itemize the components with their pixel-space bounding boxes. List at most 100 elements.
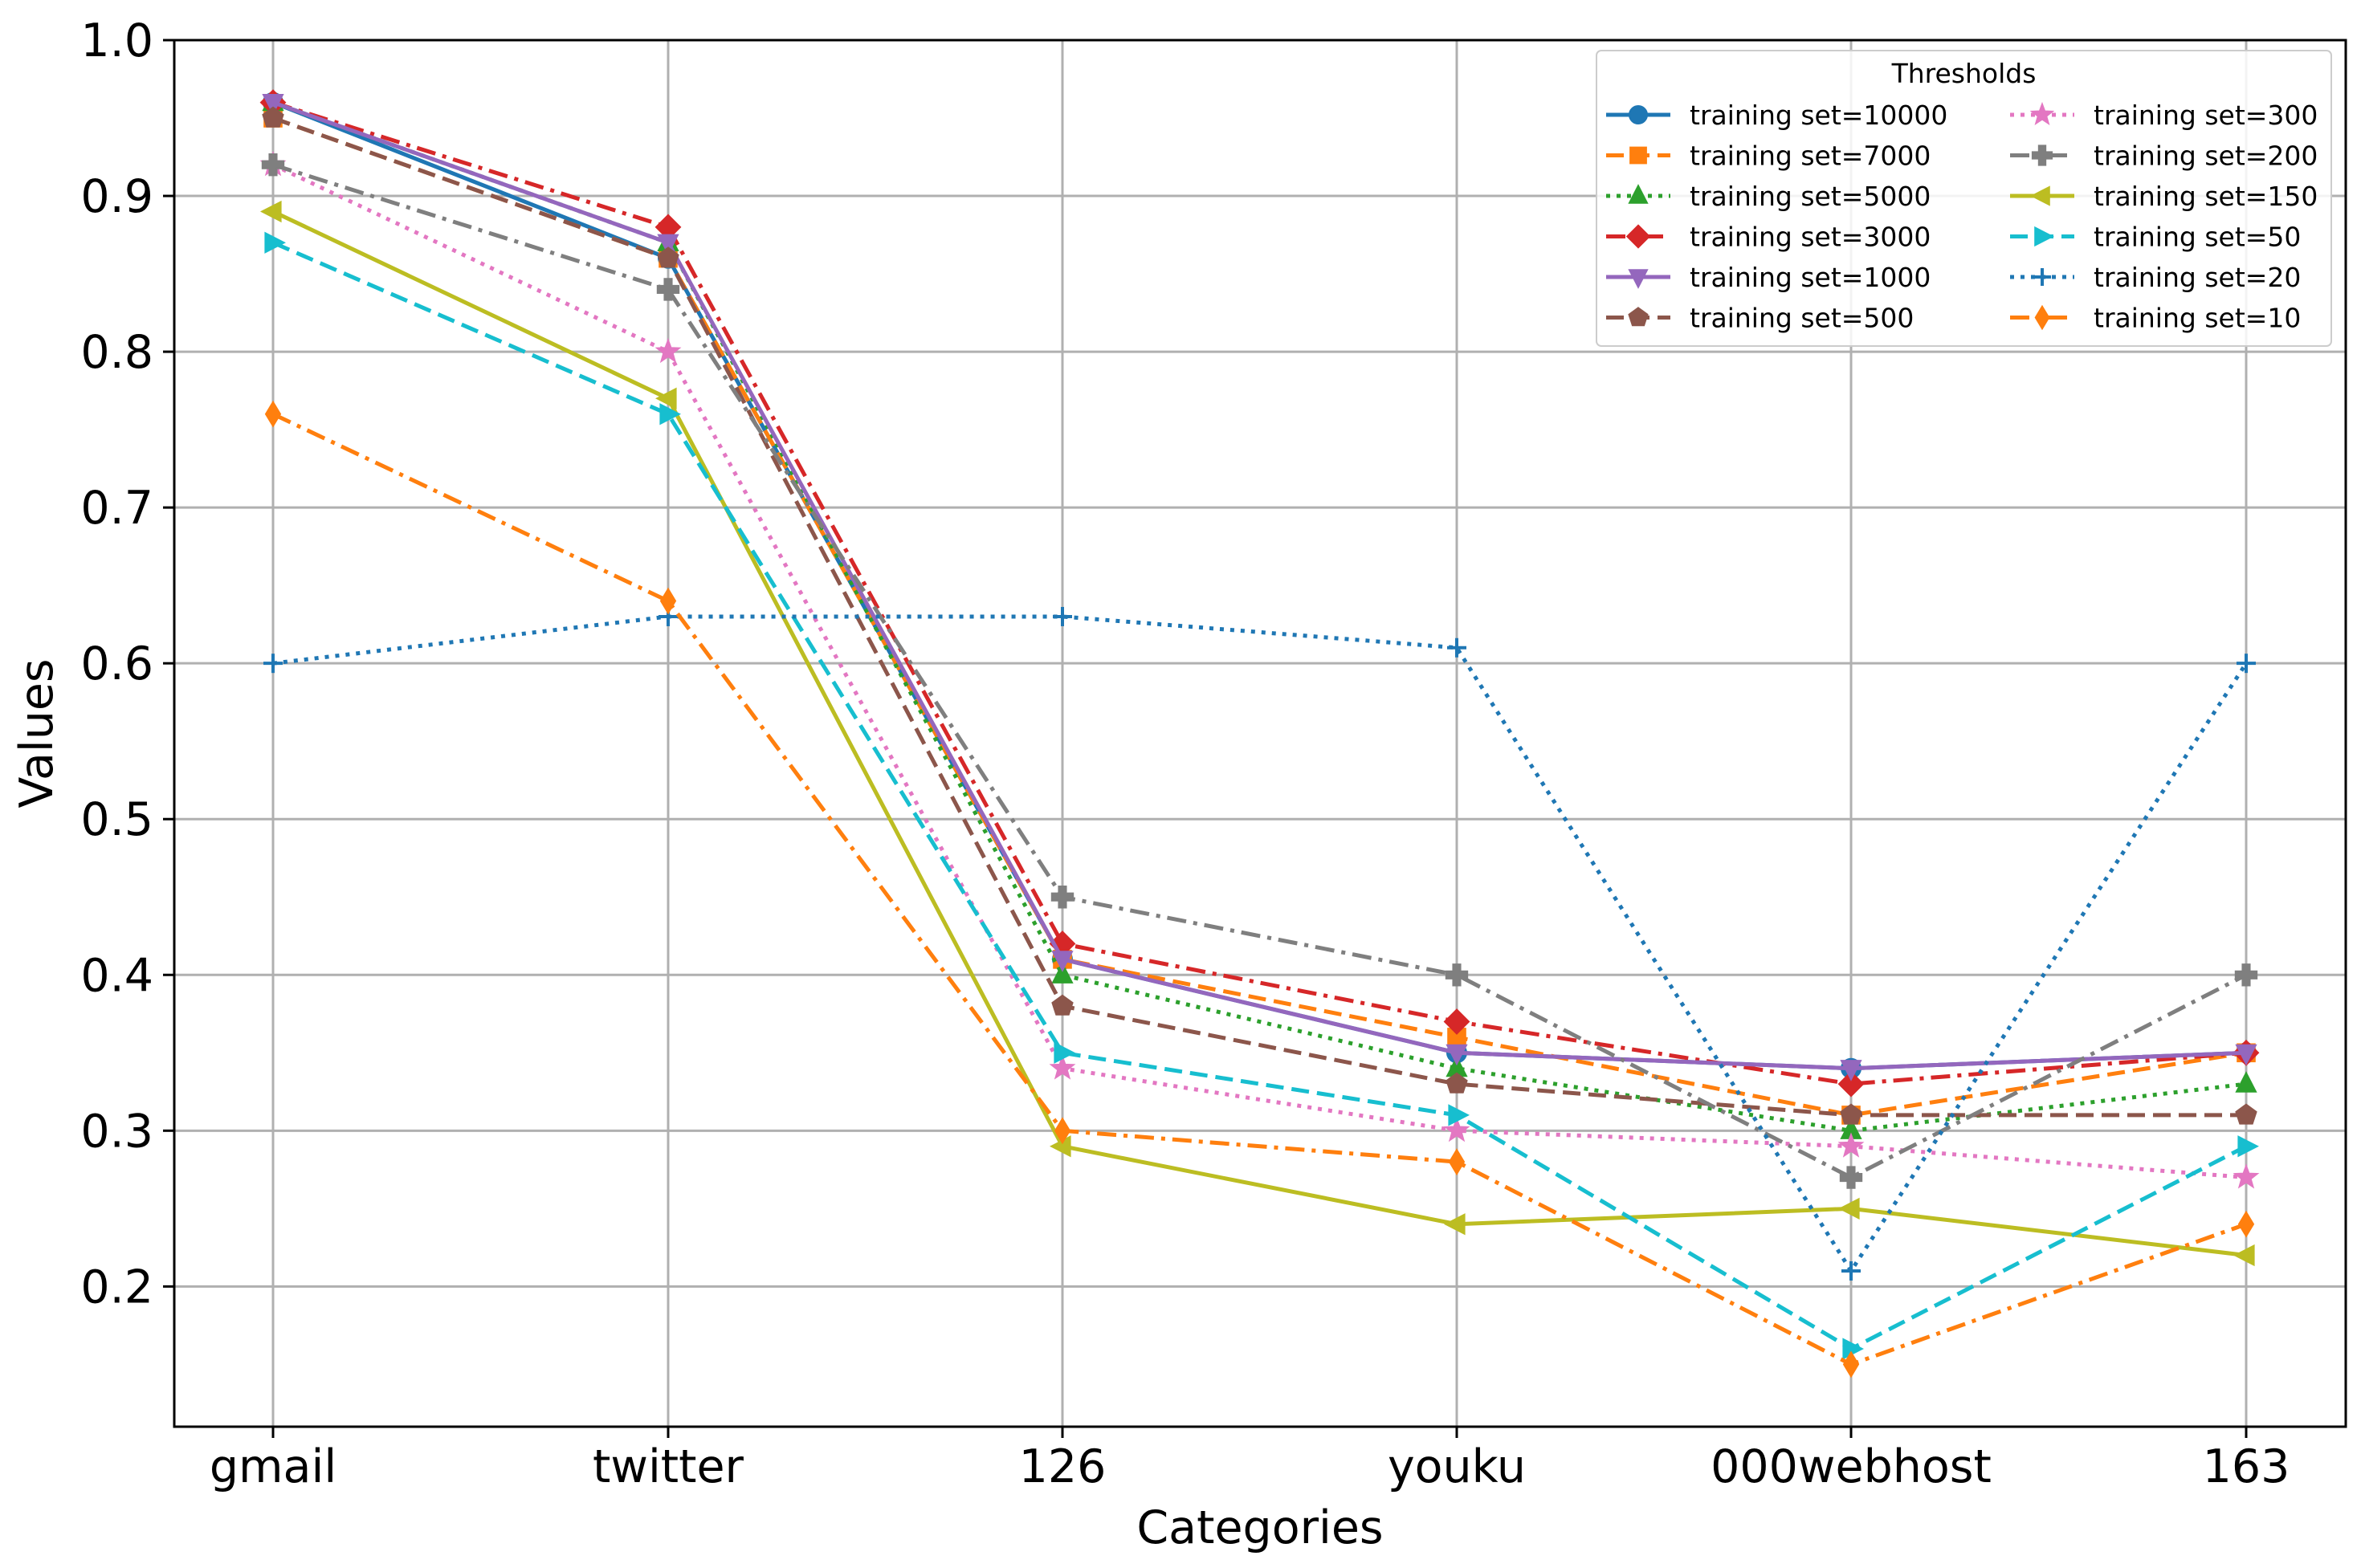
legend-label: training set=7000 (1690, 141, 1931, 172)
legend-marker (2033, 268, 2051, 286)
x-axis-title: Categories (1136, 1501, 1383, 1554)
legend-marker (2034, 304, 2050, 331)
data-point (1444, 1213, 1466, 1236)
x-tick-label: 126 (1019, 1440, 1107, 1493)
data-point (1840, 1060, 1862, 1081)
legend-item: training set=10 (2010, 303, 2301, 334)
series-training-set-200 (261, 153, 2258, 1189)
legend-label: training set=1000 (1690, 262, 1931, 293)
data-point (1443, 1008, 1470, 1035)
data-point (654, 337, 682, 364)
axis-ticks: 0.2 0.3 0.4 0.5 0.6 0.7 0.8 0.9 1.0 gmail twitter 1… (80, 14, 2290, 1493)
y-tick-label: 0.5 (80, 793, 153, 846)
series-line (272, 100, 2247, 1133)
x-tick-label: twitter (593, 1440, 744, 1493)
y-tick-label: 0.6 (80, 637, 153, 690)
data-point (1842, 1350, 1860, 1379)
series-training-set-50 (264, 231, 2259, 1360)
legend-label: training set=3000 (1690, 222, 1931, 253)
legend-marker (1628, 269, 1649, 289)
y-tick-label: 0.8 (80, 326, 153, 379)
series-line (271, 412, 2247, 1366)
data-point (1054, 1117, 1071, 1145)
grid (174, 39, 2346, 1427)
data-point (1051, 994, 1074, 1016)
data-point (2233, 1244, 2255, 1267)
legend-label: training set=300 (2094, 100, 2318, 131)
data-point (657, 246, 679, 268)
data-point (656, 278, 680, 301)
series-line (271, 210, 2247, 1258)
legend-marker (2030, 185, 2050, 206)
legend-label: training set=10 (2094, 303, 2301, 334)
legend-label: training set=20 (2094, 262, 2301, 293)
data-point (1838, 1197, 1860, 1220)
data-point (1050, 886, 1074, 909)
y-axis-title: Values (10, 658, 63, 808)
data-point (1446, 1072, 1468, 1094)
x-tick-label: youku (1388, 1440, 1526, 1493)
legend-label: training set=10000 (1690, 100, 1947, 131)
data-point (1443, 1117, 1470, 1142)
legend-marker (1628, 184, 1649, 204)
data-point (1054, 1041, 1075, 1064)
data-point (2233, 1163, 2260, 1189)
series-line (272, 240, 2248, 1351)
legend-title: Thresholds (1891, 58, 2037, 89)
x-tick-label: 000webhost (1711, 1440, 1992, 1493)
data-point (657, 234, 679, 256)
data-point (264, 400, 282, 428)
legend-item: training set=10000 (1606, 100, 1947, 131)
series-line (272, 100, 2247, 1086)
data-point (1448, 1104, 1470, 1126)
plot-frame (173, 39, 2347, 1428)
data-point (1445, 963, 1469, 987)
y-tick-label: 0.4 (80, 949, 153, 1002)
y-tick-label: 0.3 (80, 1105, 153, 1158)
data-point (2235, 1103, 2257, 1125)
series-training-set-150 (260, 200, 2255, 1267)
legend-item: training set=3000 (1606, 222, 1931, 253)
legend-label: training set=200 (2094, 141, 2318, 172)
legend-marker (2031, 145, 2053, 166)
legend-marker (2034, 226, 2054, 247)
data-point (1446, 1044, 1468, 1066)
data-point (262, 94, 284, 116)
data-point (655, 387, 677, 409)
y-tick-label: 1.0 (80, 14, 153, 67)
data-point (2237, 1210, 2255, 1238)
data-point (262, 106, 284, 128)
legend-item: training set=500 (1606, 303, 1914, 334)
x-tick-label: gmail (210, 1440, 336, 1493)
y-tick-label: 0.7 (80, 482, 153, 535)
data-point (1448, 1148, 1466, 1176)
legend-marker (1629, 146, 1647, 165)
series-line (272, 614, 2249, 1273)
legend-label: training set=50 (2094, 222, 2301, 253)
legend-frame (1596, 50, 2332, 347)
data-point (260, 200, 282, 223)
series-training-set-1000 (262, 94, 2257, 1081)
data-point (1841, 1261, 1861, 1281)
legend-label: training set=500 (1690, 303, 1914, 334)
data-point (263, 654, 283, 674)
data-point (659, 587, 677, 615)
legend-label: training set=5000 (1690, 181, 1931, 212)
data-point (1051, 951, 1074, 972)
series-line (271, 162, 2247, 1180)
data-point (1837, 1070, 1865, 1098)
data-point (1049, 1054, 1076, 1080)
series-line (272, 162, 2248, 1180)
data-point (2235, 1071, 2257, 1093)
data-point (659, 403, 681, 426)
data-point (2237, 654, 2256, 674)
legend-item: training set=7000 (1606, 141, 1931, 172)
data-point (264, 231, 286, 254)
data-point (1840, 1103, 1862, 1125)
legend-item: training set=50 (2010, 222, 2301, 253)
legend-item: training set=200 (2010, 141, 2318, 172)
series-layer (259, 89, 2260, 1379)
legend-marker (1629, 105, 1648, 124)
series-training-set-20 (263, 606, 2256, 1281)
